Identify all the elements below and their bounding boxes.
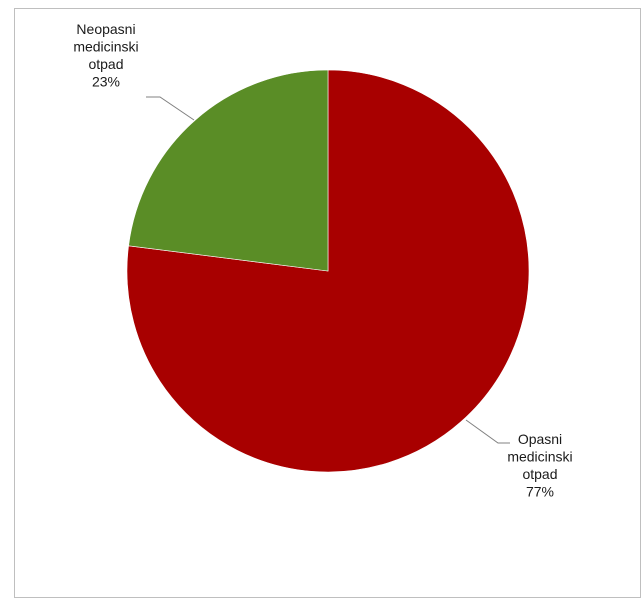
pie-slices [126, 69, 530, 473]
data-label-line: medicinski [73, 39, 138, 55]
leader-line-neopasni [146, 96, 195, 121]
data-label-line: otpad [522, 466, 557, 482]
data-label-line: medicinski [507, 449, 572, 465]
data-label-line: 77% [526, 484, 554, 500]
leader-line-opasni [465, 419, 510, 444]
data-label-line: Opasni [518, 431, 562, 447]
pie-slice-opasni [126, 69, 530, 473]
data-label-line: Neopasni [76, 21, 135, 37]
data-label-line: otpad [88, 56, 123, 72]
pie-slice-neopasni [128, 69, 329, 272]
data-label-line: 23% [92, 74, 120, 90]
data-label-opasni: Opasni medicinski otpad 77% [507, 431, 572, 500]
data-labels: Opasni medicinski otpad 77%Neopasni medicins… [73, 21, 572, 500]
leader-lines [146, 96, 510, 444]
data-label-neopasni: Neopasni medicinski otpad 23% [73, 21, 138, 90]
